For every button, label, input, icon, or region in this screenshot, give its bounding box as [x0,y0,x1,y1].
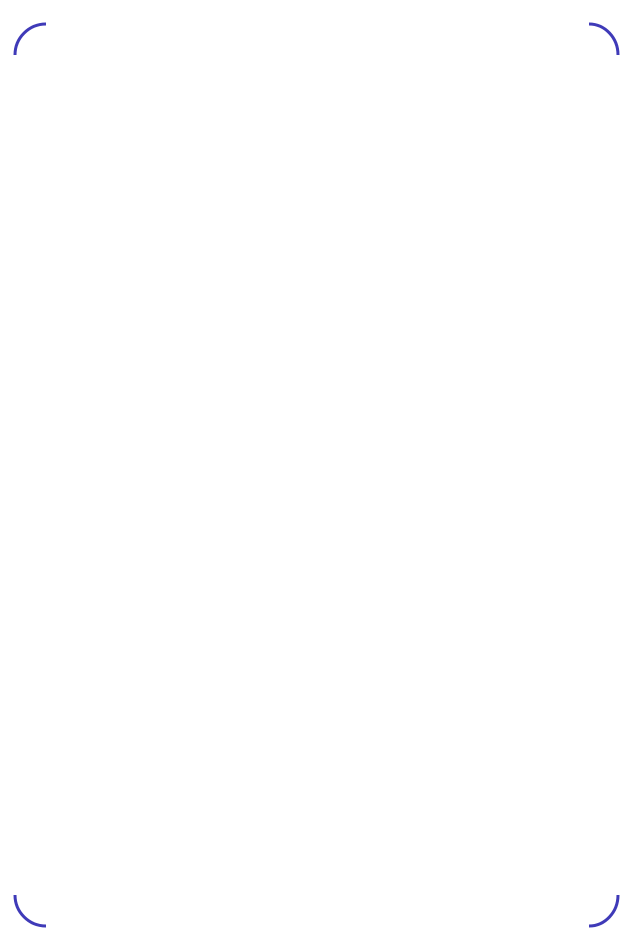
frame-corner-bottom-right [588,894,620,928]
frame-corner-top-right [588,22,620,56]
frame-corner-bottom-left [13,894,47,928]
frame-corner-top-left [13,22,47,56]
